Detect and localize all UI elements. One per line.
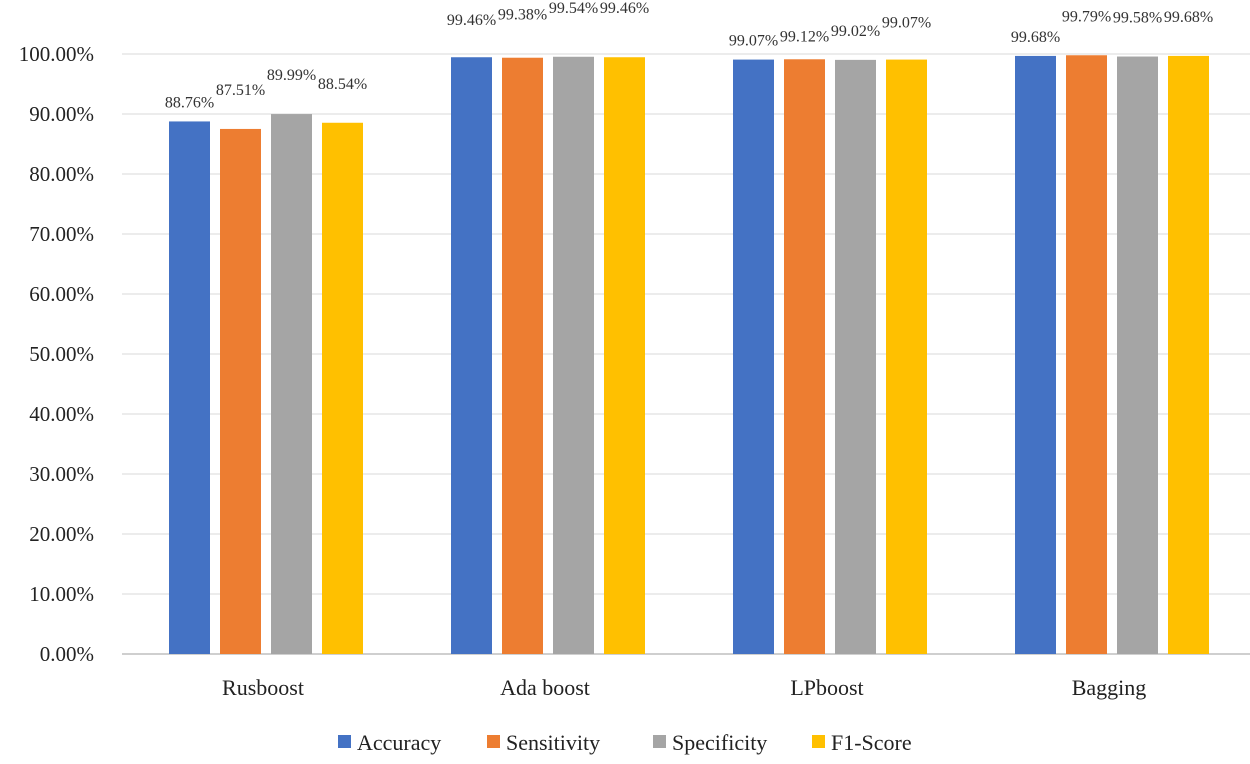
legend-swatch [487,735,500,748]
x-category-label: Ada boost [500,675,590,700]
data-label: 99.68% [1011,29,1060,46]
bar-f1-score [886,59,927,654]
data-label: 89.99% [267,67,316,84]
y-tick-label: 30.00% [29,462,94,486]
y-tick-label: 100.00% [19,42,94,66]
legend-label: F1-Score [831,730,912,755]
legend-label: Specificity [672,730,767,755]
data-label: 99.07% [729,33,778,50]
bar-accuracy [169,121,210,654]
bar-sensitivity [784,59,825,654]
legend-label: Sensitivity [506,730,600,755]
data-label: 99.46% [600,0,649,17]
bar-accuracy [733,59,774,654]
bar-accuracy [451,57,492,655]
y-tick-label: 70.00% [29,222,94,246]
data-label: 99.54% [549,0,598,17]
y-tick-label: 60.00% [29,282,94,306]
bar-sensitivity [1066,55,1107,654]
data-label: 99.79% [1062,8,1111,25]
data-label: 87.51% [216,82,265,99]
legend-item: Specificity [653,730,767,755]
bar-accuracy [1015,55,1056,655]
bar-specificity [1117,56,1158,654]
legend-swatch [338,735,351,748]
bars [169,55,1209,655]
data-label: 99.68% [1164,9,1213,26]
legend: Accuracy Sensitivity Specificity F1-Score [338,730,912,755]
bar-f1-score [604,57,645,655]
legend-swatch [812,735,825,748]
x-category-label: LPboost [790,675,863,700]
x-category-label: Rusboost [222,675,304,700]
y-tick-label: 0.00% [40,642,94,666]
legend-item: F1-Score [812,730,912,755]
y-tick-label: 10.00% [29,582,94,606]
bar-specificity [553,56,594,654]
data-label: 99.58% [1113,10,1162,27]
bar-f1-score [322,122,363,654]
x-category-label: Bagging [1072,675,1147,700]
y-tick-label: 80.00% [29,162,94,186]
data-label: 99.46% [447,12,496,29]
x-axis-categories: Rusboost Ada boost LPboost Bagging [222,675,1146,700]
y-tick-label: 90.00% [29,102,94,126]
bar-f1-score [1168,55,1209,655]
legend-item: Sensitivity [487,730,600,755]
y-tick-label: 20.00% [29,522,94,546]
data-label: 99.07% [882,15,931,32]
data-label: 99.02% [831,23,880,40]
y-axis-ticks: 0.00% 10.00% 20.00% 30.00% 40.00% 50.00% 60.00… [19,42,94,666]
bar-specificity [835,59,876,654]
legend-swatch [653,735,666,748]
legend-label: Accuracy [357,730,441,755]
bar-specificity [271,114,312,654]
y-tick-label: 50.00% [29,342,94,366]
bar-sensitivity [220,128,261,654]
data-label: 99.12% [780,28,829,45]
data-label: 99.38% [498,7,547,24]
legend-item: Accuracy [338,730,441,755]
bar-sensitivity [502,57,543,655]
data-labels: 88.76%87.51%89.99%88.54%99.46% 99.38% 99.5… [165,0,1213,111]
data-label: 88.76% [165,94,214,111]
y-tick-label: 40.00% [29,402,94,426]
data-label: 88.54% [318,76,367,93]
